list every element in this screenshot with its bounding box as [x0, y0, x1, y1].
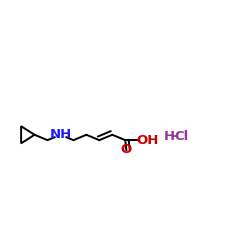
Text: O: O [121, 143, 132, 156]
Text: NH: NH [49, 128, 72, 141]
Text: H: H [164, 130, 174, 142]
Text: Cl: Cl [174, 130, 188, 142]
Text: OH: OH [136, 134, 158, 147]
